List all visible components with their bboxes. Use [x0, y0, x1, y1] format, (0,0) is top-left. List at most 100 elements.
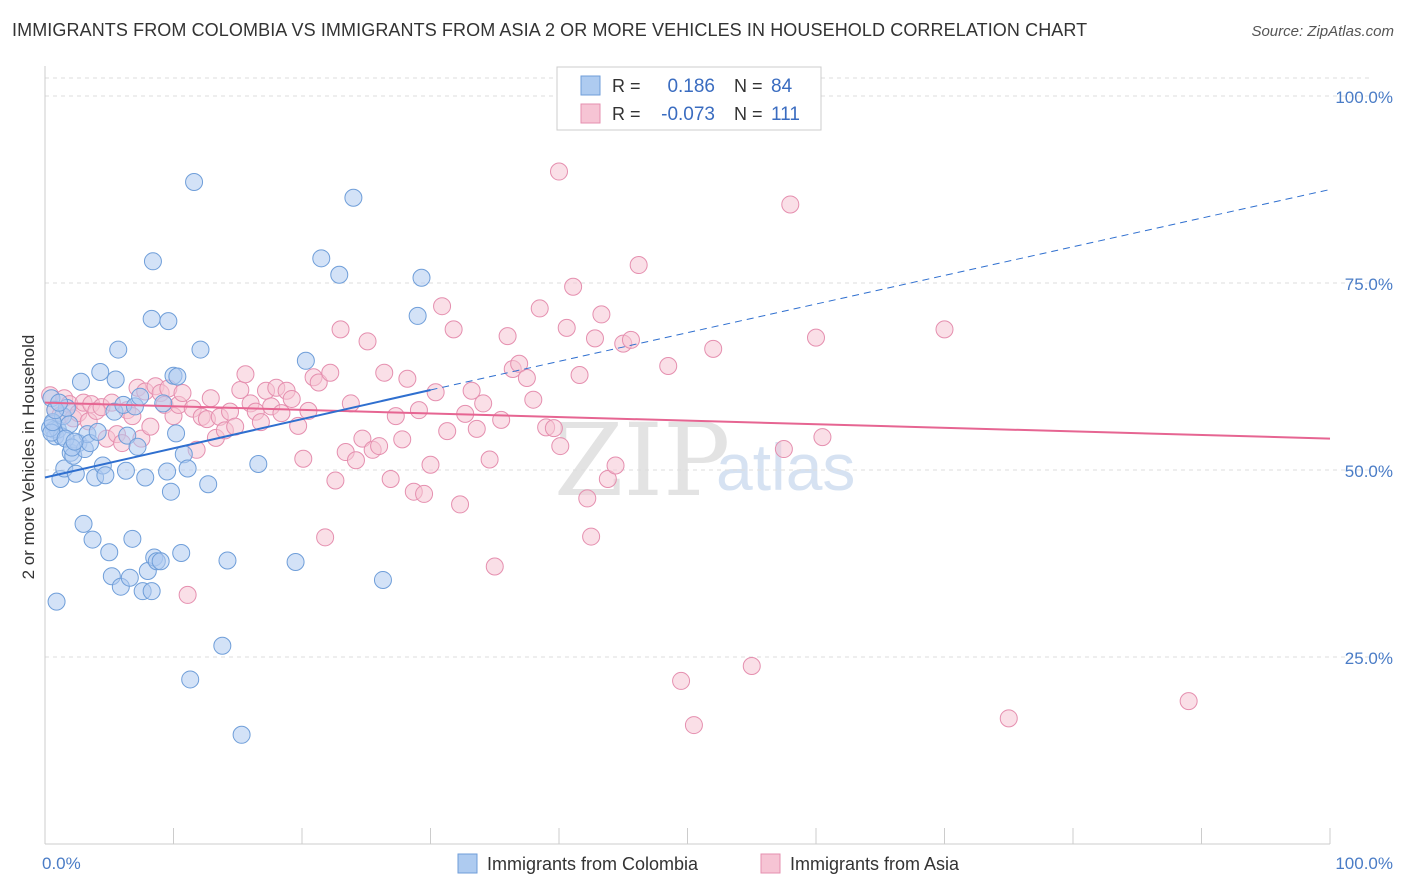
chart-title: IMMIGRANTS FROM COLOMBIA VS IMMIGRANTS F… [12, 20, 1088, 40]
asia-point [415, 484, 434, 503]
asia-point [774, 440, 793, 459]
asia-point [221, 402, 240, 421]
asia-point [517, 368, 536, 387]
axes [44, 66, 1331, 845]
asia-point [444, 320, 463, 339]
asia-point [592, 305, 611, 324]
colombia-point [71, 372, 90, 391]
x-tick-label-min: 0.0% [42, 854, 81, 873]
series-asia-points [41, 87, 1198, 735]
colombia-point [83, 530, 102, 549]
asia-point [585, 329, 604, 348]
asia-point [598, 469, 617, 488]
asia-point [433, 297, 452, 316]
asia-point [551, 437, 570, 456]
asia-point [141, 417, 160, 436]
asia-point [485, 557, 504, 576]
colombia-point [158, 462, 177, 481]
asia-point [173, 383, 192, 402]
asia-point [570, 366, 589, 385]
asia-point [935, 320, 954, 339]
asia-point [480, 450, 499, 469]
asia-point [438, 422, 457, 441]
colombia-point [185, 173, 204, 192]
asia-point [467, 419, 486, 438]
colombia-point [178, 459, 197, 478]
legend-swatch-colombia [580, 75, 601, 96]
asia-point [606, 456, 625, 475]
trend-lines [44, 189, 1331, 479]
series-legend: Immigrants from Colombia Immigrants from… [457, 853, 960, 874]
colombia-point [106, 370, 125, 389]
colombia-point [74, 514, 93, 533]
y-tick-label: 75.0% [1345, 275, 1393, 294]
legend-n-asia: 111 [771, 104, 800, 125]
colombia-point [286, 553, 305, 572]
legend-n-label: N = [734, 104, 763, 124]
colombia-point [199, 475, 218, 494]
asia-point [684, 716, 703, 735]
colombia-point [154, 394, 173, 413]
colombia-point [65, 432, 84, 451]
colombia-point [232, 725, 251, 744]
asia-point [742, 656, 761, 675]
asia-point [498, 327, 517, 346]
asia-point [236, 365, 255, 384]
colombia-point [123, 529, 142, 548]
y-tick-label: 25.0% [1345, 649, 1393, 668]
colombia-point [168, 367, 187, 386]
colombia-trend-extension [430, 189, 1331, 391]
colombia-point [91, 363, 110, 382]
colombia-point [412, 268, 431, 287]
legend-r-label: R = [612, 104, 641, 124]
colombia-trend-line [44, 388, 431, 479]
asia-point [807, 328, 825, 347]
asia-point [178, 585, 197, 604]
asia-point [381, 469, 400, 488]
asia-point [409, 401, 428, 420]
colombia-point [373, 570, 392, 589]
colombia-point [159, 312, 178, 331]
bottom-legend-swatch-asia [760, 853, 781, 874]
asia-point [375, 363, 394, 382]
x-tick-labels: 0.0% 100.0% [42, 854, 1393, 873]
bottom-legend-swatch-colombia [457, 853, 478, 874]
legend-n-label: N = [734, 76, 763, 96]
gridlines [45, 77, 1370, 658]
asia-point [1179, 692, 1198, 711]
correlation-legend: R = 0.186 N = 84 R = -0.073 N = 111 [556, 66, 822, 131]
legend-box [556, 66, 822, 131]
asia-point [386, 407, 405, 426]
bottom-legend-label-asia: Immigrants from Asia [790, 854, 960, 874]
asia-point [321, 363, 340, 382]
legend-r-label: R = [612, 76, 641, 96]
asia-point [629, 256, 648, 275]
colombia-point [136, 468, 155, 487]
colombia-point [344, 188, 363, 207]
asia-point [398, 369, 417, 388]
asia-point [309, 373, 328, 392]
colombia-point [118, 426, 137, 445]
asia-point [331, 320, 350, 339]
colombia-point [142, 582, 161, 601]
asia-point [346, 451, 365, 470]
asia-point [999, 709, 1018, 728]
asia-point [326, 471, 345, 490]
legend-r-asia: -0.073 [661, 104, 715, 125]
colombia-point [161, 482, 180, 501]
asia-point [462, 381, 481, 400]
y-tick-label: 100.0% [1335, 88, 1393, 107]
colombia-point [96, 466, 115, 485]
asia-point [201, 389, 220, 408]
asia-point [524, 390, 543, 409]
colombia-point [151, 552, 170, 571]
series-colombia-points [41, 173, 431, 744]
asia-point [370, 437, 389, 456]
legend-n-colombia: 84 [771, 76, 793, 97]
asia-point [451, 495, 470, 514]
colombia-point [296, 351, 315, 370]
bottom-legend-label-colombia: Immigrants from Colombia [487, 854, 699, 874]
colombia-point [191, 340, 210, 359]
asia-point [672, 671, 691, 690]
